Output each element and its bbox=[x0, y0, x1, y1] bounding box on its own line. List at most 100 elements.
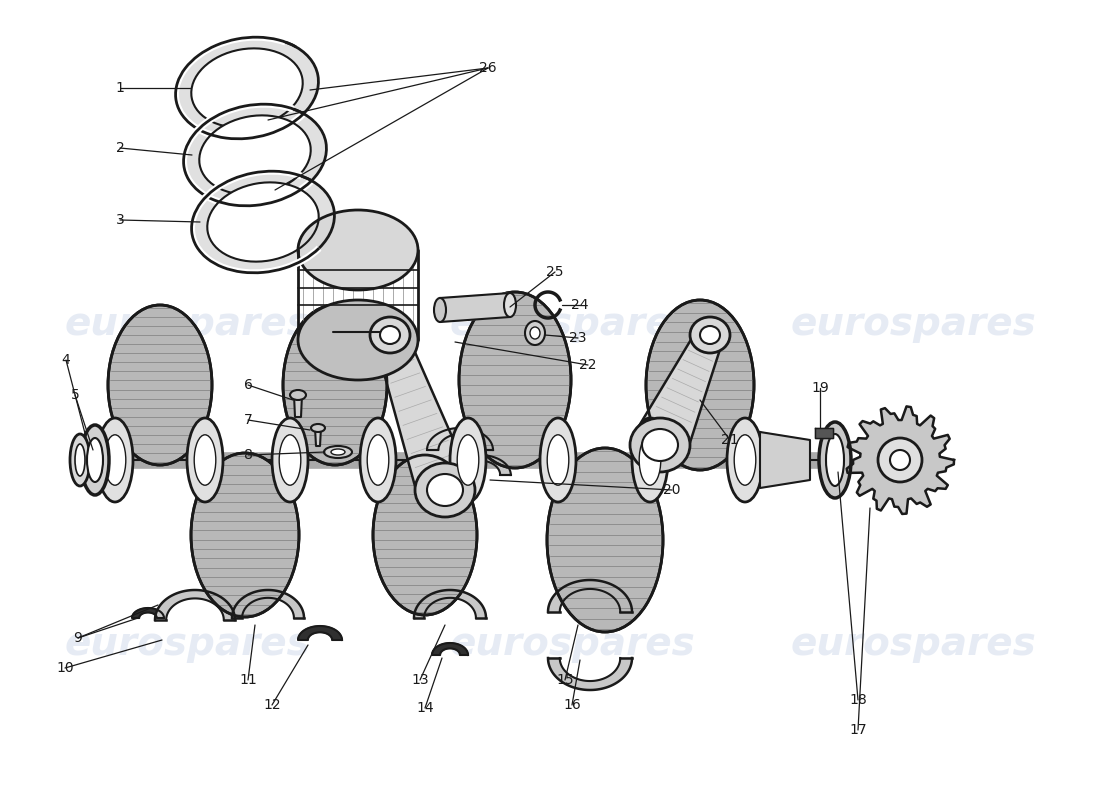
Text: eurospares: eurospares bbox=[64, 305, 310, 343]
Polygon shape bbox=[414, 590, 486, 618]
Ellipse shape bbox=[639, 434, 661, 485]
Text: 16: 16 bbox=[563, 698, 581, 712]
Ellipse shape bbox=[646, 300, 754, 470]
Ellipse shape bbox=[195, 434, 216, 485]
Ellipse shape bbox=[360, 418, 396, 502]
Ellipse shape bbox=[184, 104, 327, 206]
Text: 1: 1 bbox=[116, 81, 124, 95]
Ellipse shape bbox=[547, 448, 663, 632]
Polygon shape bbox=[155, 590, 235, 620]
Ellipse shape bbox=[630, 418, 690, 472]
Text: 25: 25 bbox=[547, 265, 563, 279]
Ellipse shape bbox=[191, 453, 299, 617]
Ellipse shape bbox=[826, 434, 844, 486]
Ellipse shape bbox=[458, 434, 478, 485]
Ellipse shape bbox=[298, 300, 418, 380]
Text: 5: 5 bbox=[70, 388, 79, 402]
Ellipse shape bbox=[207, 182, 319, 262]
Ellipse shape bbox=[298, 210, 418, 290]
Ellipse shape bbox=[820, 422, 851, 498]
Text: eurospares: eurospares bbox=[449, 625, 695, 663]
Polygon shape bbox=[294, 395, 302, 417]
Text: 20: 20 bbox=[663, 483, 681, 497]
Ellipse shape bbox=[547, 434, 569, 485]
Text: 11: 11 bbox=[239, 673, 257, 687]
Ellipse shape bbox=[199, 115, 310, 194]
Text: 10: 10 bbox=[56, 661, 74, 675]
Ellipse shape bbox=[373, 455, 477, 615]
Ellipse shape bbox=[81, 425, 109, 495]
Ellipse shape bbox=[415, 463, 475, 517]
Text: 12: 12 bbox=[263, 698, 280, 712]
Text: 21: 21 bbox=[722, 433, 739, 447]
Polygon shape bbox=[375, 330, 472, 499]
Ellipse shape bbox=[108, 305, 212, 465]
Polygon shape bbox=[298, 626, 342, 640]
Ellipse shape bbox=[75, 444, 85, 476]
Text: 17: 17 bbox=[849, 723, 867, 737]
Text: eurospares: eurospares bbox=[790, 305, 1036, 343]
Ellipse shape bbox=[70, 434, 90, 486]
Ellipse shape bbox=[530, 327, 540, 339]
Ellipse shape bbox=[450, 418, 486, 502]
Polygon shape bbox=[635, 330, 723, 457]
Text: 2: 2 bbox=[116, 141, 124, 155]
Polygon shape bbox=[440, 293, 510, 322]
Text: 6: 6 bbox=[243, 378, 252, 392]
Polygon shape bbox=[815, 428, 833, 438]
Ellipse shape bbox=[324, 446, 352, 458]
Text: 26: 26 bbox=[480, 61, 497, 75]
Ellipse shape bbox=[279, 434, 300, 485]
Polygon shape bbox=[548, 658, 632, 690]
Circle shape bbox=[890, 450, 910, 470]
Ellipse shape bbox=[434, 298, 446, 322]
Ellipse shape bbox=[311, 424, 324, 432]
Ellipse shape bbox=[370, 317, 410, 353]
Polygon shape bbox=[548, 580, 632, 612]
Ellipse shape bbox=[87, 438, 103, 482]
Ellipse shape bbox=[540, 418, 576, 502]
Text: 8: 8 bbox=[243, 448, 252, 462]
Ellipse shape bbox=[525, 321, 544, 345]
Text: 23: 23 bbox=[570, 331, 586, 345]
Ellipse shape bbox=[191, 171, 334, 273]
Ellipse shape bbox=[290, 390, 306, 400]
Text: eurospares: eurospares bbox=[790, 625, 1036, 663]
Ellipse shape bbox=[367, 434, 388, 485]
Text: eurospares: eurospares bbox=[449, 305, 695, 343]
Polygon shape bbox=[315, 428, 321, 446]
Text: 19: 19 bbox=[811, 381, 829, 395]
Text: 7: 7 bbox=[243, 413, 252, 427]
Text: 22: 22 bbox=[580, 358, 596, 372]
Text: 3: 3 bbox=[116, 213, 124, 227]
Ellipse shape bbox=[690, 317, 730, 353]
Polygon shape bbox=[760, 432, 810, 488]
Ellipse shape bbox=[700, 326, 720, 344]
Polygon shape bbox=[847, 406, 954, 514]
Text: 15: 15 bbox=[557, 673, 574, 687]
Text: 24: 24 bbox=[571, 298, 588, 312]
Ellipse shape bbox=[283, 305, 387, 465]
Polygon shape bbox=[432, 643, 468, 655]
Ellipse shape bbox=[272, 418, 308, 502]
Ellipse shape bbox=[97, 418, 133, 502]
Ellipse shape bbox=[632, 418, 668, 502]
Ellipse shape bbox=[187, 418, 223, 502]
Ellipse shape bbox=[104, 434, 125, 485]
Ellipse shape bbox=[504, 293, 516, 317]
Polygon shape bbox=[449, 455, 510, 475]
Polygon shape bbox=[232, 590, 304, 618]
Ellipse shape bbox=[379, 326, 400, 344]
Circle shape bbox=[878, 438, 922, 482]
Polygon shape bbox=[132, 608, 164, 618]
Ellipse shape bbox=[459, 292, 571, 468]
Text: 13: 13 bbox=[411, 673, 429, 687]
Ellipse shape bbox=[331, 449, 345, 455]
Polygon shape bbox=[427, 428, 493, 450]
Ellipse shape bbox=[727, 418, 763, 502]
Text: 14: 14 bbox=[416, 701, 433, 715]
Ellipse shape bbox=[427, 474, 463, 506]
Ellipse shape bbox=[642, 429, 678, 461]
Ellipse shape bbox=[191, 48, 302, 128]
Text: 18: 18 bbox=[849, 693, 867, 707]
